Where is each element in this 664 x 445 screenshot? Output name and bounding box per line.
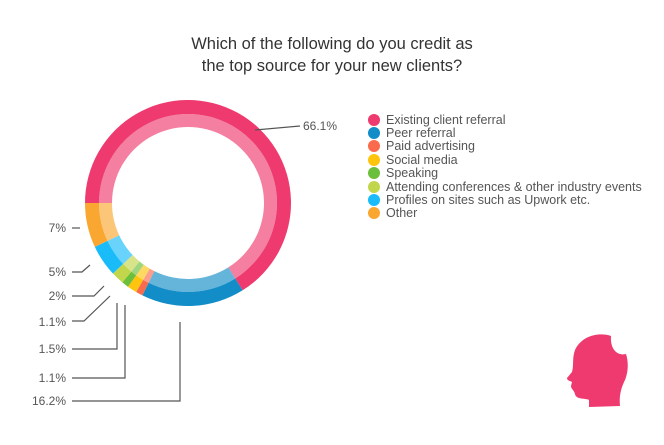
title-line-2: the top source for your new clients? — [201, 57, 463, 75]
legend-item: Other — [368, 206, 642, 221]
legend-swatch — [368, 113, 380, 126]
slice-6[interactable] — [94, 240, 124, 274]
data-label-5: 2% — [49, 289, 67, 303]
legend-label: Speaking — [386, 166, 439, 181]
legend-item: Paid advertising — [368, 139, 642, 154]
legend-label: Existing client referral — [386, 112, 506, 127]
slice-inner-2 — [143, 268, 155, 283]
slice-inner-6 — [107, 235, 133, 264]
leader-line-2 — [72, 305, 126, 379]
slice-inner-7 — [99, 203, 120, 241]
legend-swatch — [368, 207, 380, 220]
slice-1[interactable] — [142, 278, 243, 306]
data-label-4: 1.1% — [39, 315, 67, 329]
legend-swatch — [368, 153, 380, 166]
data-label-3: 1.5% — [39, 342, 67, 356]
legend-swatch — [368, 194, 380, 207]
leader-line-1 — [72, 322, 181, 402]
slice-inner-4 — [131, 261, 144, 276]
slice-inner-5 — [123, 255, 140, 272]
legend-item: Speaking — [368, 166, 642, 181]
data-label-0: 66.1% — [303, 119, 337, 133]
leader-line-3 — [72, 303, 118, 350]
legend-swatch — [368, 140, 380, 153]
data-label-2: 1.1% — [39, 371, 67, 385]
data-label-1: 16.2% — [32, 394, 66, 408]
legend-item: Peer referral — [368, 126, 642, 141]
legend-label: Other — [386, 206, 418, 221]
chart-title: Which of the following do you credit as … — [0, 33, 664, 77]
title-line-1: Which of the following do you credit as — [191, 35, 473, 53]
legend: Existing client referral Peer referral Pai… — [368, 113, 642, 220]
slice-inner-3 — [136, 264, 150, 280]
leader-line-5 — [72, 285, 105, 297]
slice-7[interactable] — [85, 203, 108, 247]
slice-2[interactable] — [136, 279, 149, 296]
legend-item: Profiles on sites such as Upwork etc. — [368, 193, 642, 208]
leader-line-4 — [72, 295, 111, 322]
data-label-6: 5% — [49, 265, 67, 279]
legend-item: Existing client referral — [368, 112, 642, 127]
data-label-7: 7% — [49, 221, 67, 235]
legend-label: Paid advertising — [386, 139, 475, 154]
legend-item: Attending conferences & other industry e… — [368, 179, 642, 194]
legend-label: Profiles on sites such as Upwork etc. — [386, 193, 591, 208]
legend-swatch — [368, 180, 380, 193]
legend-item: Social media — [368, 152, 642, 167]
legend-label: Attending conferences & other industry e… — [386, 179, 642, 194]
slice-inner-1 — [148, 267, 236, 293]
slice-4[interactable] — [122, 271, 137, 287]
leader-line-0 — [254, 125, 301, 131]
slice-5[interactable] — [112, 263, 132, 283]
legend-label: Peer referral — [386, 126, 456, 141]
head-silhouette-icon — [567, 334, 628, 407]
leader-line-6 — [72, 264, 91, 273]
legend-label: Social media — [386, 152, 458, 167]
legend-swatch — [368, 127, 380, 140]
slice-3[interactable] — [127, 275, 144, 292]
legend-swatch — [368, 167, 380, 180]
